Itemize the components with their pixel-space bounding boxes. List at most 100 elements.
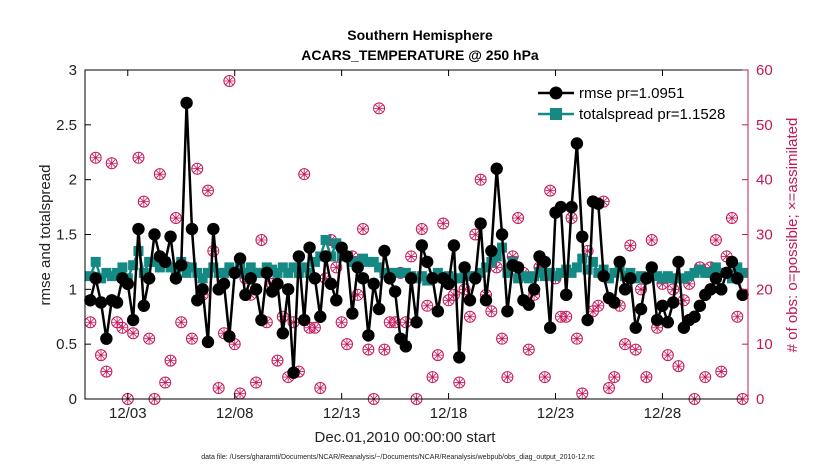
totalspread-point: [154, 262, 165, 273]
obs-assimilated-point: [721, 251, 732, 262]
rmse-point: [731, 272, 744, 285]
rmse-point: [319, 250, 332, 263]
obs-possible-point: [373, 102, 386, 115]
obs-assimilated-point: [144, 333, 155, 344]
obs-assimilated-point: [710, 234, 721, 245]
obs-assimilated-point: [390, 317, 401, 328]
legend: rmse pr=1.0951 totalspread pr=1.1528: [528, 76, 738, 126]
obs-possible-point: [169, 212, 182, 225]
totalspread-point: [197, 273, 208, 284]
totalspread-point: [245, 262, 256, 273]
totalspread-point: [192, 267, 203, 278]
rmse-point: [287, 366, 300, 379]
rmse-point: [597, 269, 610, 283]
legend-spread-marker: [550, 108, 562, 120]
obs-possible-point: [453, 376, 466, 389]
obs-assimilated-point: [309, 322, 320, 333]
obs-assimilated-point: [128, 328, 139, 339]
rmse-point: [324, 277, 338, 291]
rmse-point: [207, 222, 220, 236]
totalspread-point: [481, 262, 492, 273]
y2-tick-label: 20: [756, 281, 773, 298]
obs-assimilated-point: [486, 306, 497, 317]
legend-rmse-label: rmse pr=1.0951: [579, 85, 684, 102]
rmse-point: [239, 288, 252, 302]
obs-assimilated-point: [96, 350, 107, 361]
obs-possible-point: [629, 343, 642, 356]
rmse-point: [126, 313, 140, 327]
rmse-point: [453, 351, 466, 364]
obs-assimilated-point: [577, 388, 588, 399]
totalspread-point: [523, 273, 534, 284]
obs-possible-point: [100, 365, 113, 378]
obs-assimilated-point: [582, 245, 593, 256]
rmse-point: [132, 222, 145, 236]
rmse-point: [709, 272, 723, 285]
rmse-point: [661, 316, 674, 329]
rmse-point: [592, 197, 605, 210]
obs-possible-point: [362, 343, 375, 356]
obs-assimilated-point: [513, 213, 524, 224]
obs-assimilated-point: [464, 311, 475, 322]
rmse-point: [458, 261, 471, 274]
obs-assimilated-point: [379, 344, 390, 355]
totalspread-point: [710, 262, 721, 273]
obs-assimilated-point: [283, 372, 294, 383]
rmse-point: [196, 283, 209, 296]
obs-assimilated-point: [652, 322, 663, 333]
totalspread-point: [732, 262, 743, 273]
obs-assimilated-point: [315, 383, 326, 394]
obs-possible-point: [421, 299, 434, 312]
obs-assimilated-point: [133, 152, 144, 163]
totalspread-point: [390, 267, 401, 278]
rmse-point: [511, 261, 525, 274]
rmse-point: [228, 266, 241, 280]
rmse-point: [672, 255, 685, 269]
rmse-point: [255, 313, 268, 327]
obs-assimilated-point: [636, 284, 647, 295]
totalspread-point: [432, 267, 443, 278]
obs-assimilated-point: [625, 240, 636, 251]
obs-assimilated-point: [288, 317, 299, 328]
y2-axis-label: # of obs: o=possible; ×=assimilated: [784, 118, 801, 353]
totalspread-point: [684, 271, 695, 282]
totalspread-point: [149, 256, 160, 267]
obs-possible-point: [159, 376, 172, 389]
obs-possible-point: [522, 343, 535, 356]
totalspread-point: [283, 267, 294, 278]
obs-assimilated-point: [641, 372, 652, 383]
obs-assimilated-point: [176, 317, 187, 328]
totalspread-point: [694, 264, 705, 275]
obs-possible-point: [570, 332, 583, 345]
rmse-point: [383, 272, 396, 285]
totalspread-point: [181, 267, 192, 278]
rmse-point: [292, 250, 306, 263]
rmse-point: [340, 250, 354, 263]
obs-assimilated-point: [160, 377, 171, 388]
totalspread-point: [577, 253, 588, 264]
rmse-point: [201, 335, 215, 349]
rmse-point: [260, 266, 273, 280]
rmse-point: [613, 255, 626, 269]
rmse-point: [522, 298, 535, 311]
obs-assimilated-point: [507, 251, 518, 262]
obs-possible-point: [95, 349, 108, 362]
rmse-point: [538, 255, 552, 269]
rmse-point: [330, 294, 343, 307]
rmse-point: [469, 272, 482, 285]
obs-possible-point: [223, 74, 236, 87]
obs-assimilated-point: [138, 196, 149, 207]
totalspread-point: [106, 271, 117, 282]
obs-assimilated-point: [299, 169, 310, 180]
rmse-point: [645, 261, 658, 274]
obs-assimilated-point: [170, 213, 181, 224]
totalspread-point: [101, 267, 112, 278]
obs-possible-point: [640, 371, 653, 384]
obs-assimilated-point: [416, 224, 427, 235]
y-tick-label: 0: [69, 391, 77, 408]
obs-assimilated-point: [593, 300, 604, 311]
rmse-point: [560, 288, 573, 302]
obs-assimilated-point: [534, 262, 545, 273]
x-tick-label: 12/28: [644, 405, 682, 422]
rmse-point: [624, 272, 637, 285]
